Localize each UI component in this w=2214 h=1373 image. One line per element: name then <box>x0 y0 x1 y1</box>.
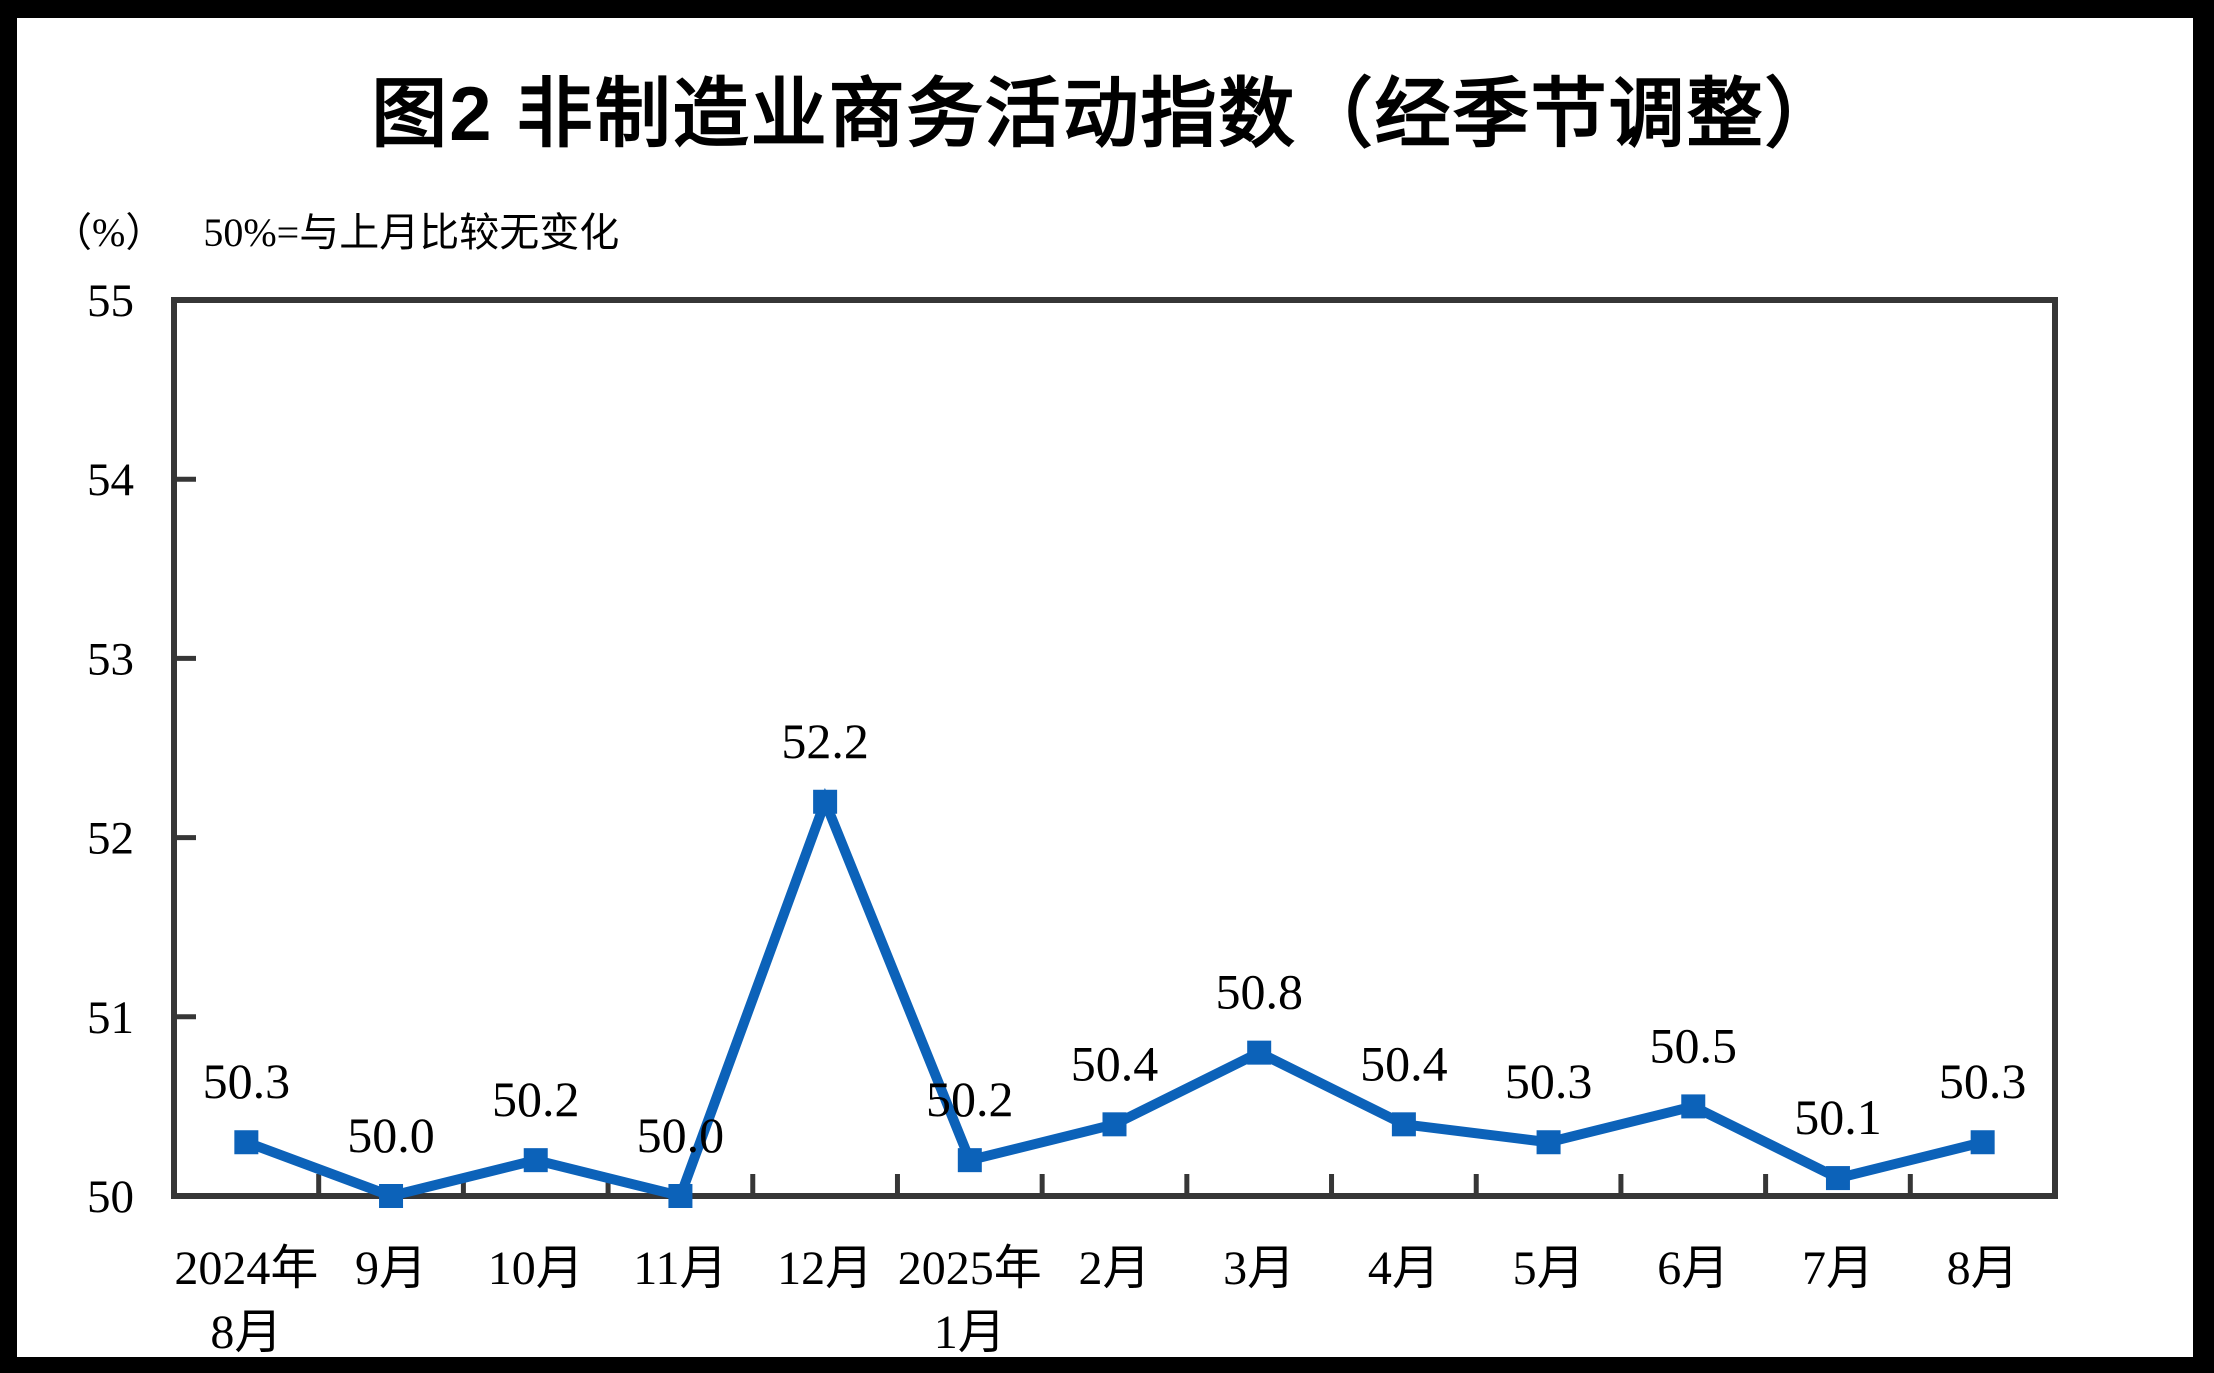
series-line <box>244 787 1984 1202</box>
data-point-marker <box>957 1148 982 1173</box>
y-axis-unit-label: （%） <box>52 210 166 255</box>
x-axis-tick-label: 2月 <box>1078 1242 1150 1295</box>
data-point-marker <box>1970 1130 1995 1155</box>
x-axis-tick-label: 9月 <box>355 1242 427 1295</box>
y-axis-tick-label: 52 <box>87 813 134 865</box>
data-point-label: 50.3 <box>203 1053 291 1109</box>
data-point-marker <box>1102 1112 1127 1137</box>
chart-title: 图2 非制造业商务活动指数（经季节调整） <box>371 72 1843 157</box>
x-axis-tick-label: 2024年 8月 <box>174 1242 318 1359</box>
x-axis-tick-label: 2025年 1月 <box>898 1242 1042 1359</box>
y-axis-tick-label: 53 <box>87 633 134 685</box>
data-point-label: 52.2 <box>781 713 869 769</box>
data-point-label: 50.5 <box>1650 1017 1738 1073</box>
data-point-marker <box>668 1184 693 1208</box>
x-axis-tick-label: 3月 <box>1223 1242 1295 1295</box>
x-axis-tick-label: 12月 <box>777 1242 873 1295</box>
data-point-marker <box>379 1184 404 1208</box>
y-axis-tick-label: 50 <box>87 1171 134 1223</box>
data-point-label: 50.1 <box>1794 1089 1882 1145</box>
y-axis-header: （%） 50%=与上月比较无变化 <box>52 200 619 258</box>
data-point-marker <box>523 1148 548 1173</box>
data-point-marker <box>234 1130 259 1155</box>
data-point-label: 50.2 <box>926 1071 1014 1127</box>
data-point-label: 50.0 <box>347 1107 435 1163</box>
data-point-marker <box>1681 1094 1706 1119</box>
data-point-marker <box>1391 1112 1416 1137</box>
y-axis-tick-label: 51 <box>87 992 134 1044</box>
data-point-label: 50.0 <box>637 1107 725 1163</box>
data-point-label: 50.3 <box>1939 1053 2027 1109</box>
baseline-note: 50%=与上月比较无变化 <box>203 210 620 255</box>
x-axis-tick-label: 11月 <box>633 1242 727 1295</box>
data-point-marker <box>1536 1130 1561 1155</box>
y-axis-tick-label: 54 <box>87 454 134 506</box>
x-axis-tick-label: 8月 <box>1947 1242 2019 1295</box>
data-point-marker <box>813 789 838 814</box>
data-point-marker <box>1825 1166 1850 1191</box>
data-point-label: 50.8 <box>1215 964 1303 1020</box>
x-axis-tick-label: 4月 <box>1368 1242 1440 1295</box>
data-point-label: 50.2 <box>492 1071 580 1127</box>
data-point-label: 50.4 <box>1360 1035 1448 1091</box>
y-axis-tick-label: 55 <box>87 275 134 327</box>
x-axis-tick-label: 7月 <box>1802 1242 1874 1295</box>
x-axis-tick-label: 10月 <box>488 1242 584 1295</box>
x-axis-tick-label: 5月 <box>1513 1242 1585 1295</box>
x-axis-tick-label: 6月 <box>1657 1242 1729 1295</box>
data-point-label: 50.4 <box>1071 1035 1159 1091</box>
data-point-label: 50.3 <box>1505 1053 1593 1109</box>
plot-border <box>171 297 2058 1199</box>
data-point-marker <box>1247 1040 1272 1065</box>
